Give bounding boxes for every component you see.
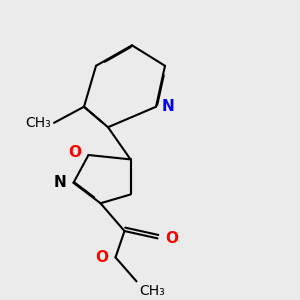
Text: O: O — [165, 231, 178, 246]
Text: N: N — [162, 99, 175, 114]
Text: N: N — [53, 175, 66, 190]
Text: O: O — [68, 145, 81, 160]
Text: O: O — [95, 250, 108, 265]
Text: CH₃: CH₃ — [25, 116, 51, 130]
Text: CH₃: CH₃ — [140, 284, 165, 298]
